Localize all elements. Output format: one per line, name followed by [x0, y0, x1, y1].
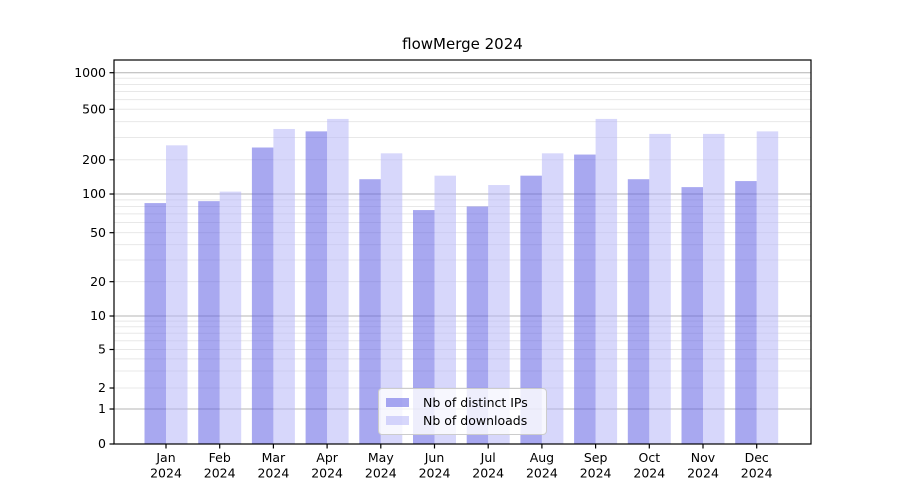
bar-sep-downloads [595, 118, 618, 444]
y-tick-label: 2 [98, 380, 106, 395]
legend-label-distinct-ips: Nb of distinct IPs [423, 395, 528, 411]
x-tick-label-month: Feb [209, 450, 231, 465]
bar-oct-downloads [649, 133, 671, 445]
bar-apr-distinct-ips [305, 131, 328, 444]
x-tick-label-month: Nov [691, 450, 716, 465]
y-tick-label: 50 [90, 225, 106, 240]
x-tick-label-month: May [368, 450, 394, 465]
bar-apr-downloads [327, 118, 349, 444]
bar-feb-distinct-ips [198, 201, 220, 444]
x-tick-label-year: 2024 [580, 466, 612, 481]
y-tick-label: 1000 [74, 65, 106, 80]
x-tick-label-month: Jun [424, 450, 445, 465]
x-tick-label-year: 2024 [472, 466, 504, 481]
x-tick-label-year: 2024 [687, 466, 719, 481]
bar-mar-downloads [273, 128, 295, 444]
y-tick-label: 1 [98, 401, 106, 416]
y-tick-label: 100 [82, 186, 106, 201]
bar-mar-distinct-ips [251, 147, 274, 445]
axes-spines [113, 59, 812, 445]
x-tick-label-month: Apr [316, 450, 338, 465]
y-tick-label: 0 [98, 436, 106, 451]
bar-dec-distinct-ips [735, 181, 757, 445]
bar-aug-downloads [541, 153, 564, 445]
bar-sep-distinct-ips [574, 154, 596, 444]
x-tick-label-month: Dec [745, 450, 769, 465]
x-tick-label-year: 2024 [311, 466, 343, 481]
y-tick-label: 200 [82, 152, 106, 167]
x-tick-label-year: 2024 [204, 466, 236, 481]
bar-nov-distinct-ips [681, 187, 703, 444]
bar-may-downloads [380, 153, 403, 445]
legend-entry-distinct-ips: Nb of distinct IPs [386, 395, 537, 410]
chart-title: flowMerge 2024 [402, 35, 523, 53]
x-tick-label-year: 2024 [741, 466, 773, 481]
y-tick-label: 500 [82, 102, 106, 117]
bar-may-distinct-ips [359, 179, 381, 444]
bar-jun-downloads [434, 175, 456, 444]
x-tick-label-month: Sep [584, 450, 608, 465]
x-tick-label-month: Jul [480, 450, 496, 465]
legend: Nb of distinct IPs Nb of downloads [378, 388, 547, 435]
x-tick-label-year: 2024 [419, 466, 451, 481]
bar-oct-distinct-ips [627, 179, 650, 444]
x-tick-label-year: 2024 [257, 466, 289, 481]
bar-aug-distinct-ips [520, 175, 542, 444]
legend-swatch-distinct-ips [386, 398, 409, 408]
x-tick-label-month: Jan [155, 450, 175, 465]
x-tick-label-month: Aug [530, 450, 554, 465]
y-tick-label: 5 [98, 342, 106, 357]
x-tick-label-year: 2024 [365, 466, 397, 481]
bar-nov-downloads [703, 133, 725, 445]
bar-jun-distinct-ips [413, 210, 435, 444]
x-tick-label-year: 2024 [150, 466, 182, 481]
bar-feb-downloads [219, 191, 242, 444]
x-tick-label-year: 2024 [633, 466, 665, 481]
legend-swatch-downloads [386, 415, 409, 425]
bar-jan-downloads [166, 145, 188, 444]
bar-jul-distinct-ips [466, 206, 489, 444]
x-tick-label-month: Mar [262, 450, 286, 465]
x-tick-label-year: 2024 [526, 466, 558, 481]
x-tick-label-month: Oct [638, 450, 660, 465]
bar-jul-downloads [488, 185, 510, 445]
y-tick-label: 20 [90, 274, 106, 289]
bar-jan-distinct-ips [144, 203, 166, 444]
legend-label-downloads: Nb of downloads [423, 412, 528, 428]
y-tick-label: 10 [90, 308, 106, 323]
legend-entry-downloads: Nb of downloads [386, 413, 537, 428]
bar-dec-downloads [756, 131, 779, 444]
